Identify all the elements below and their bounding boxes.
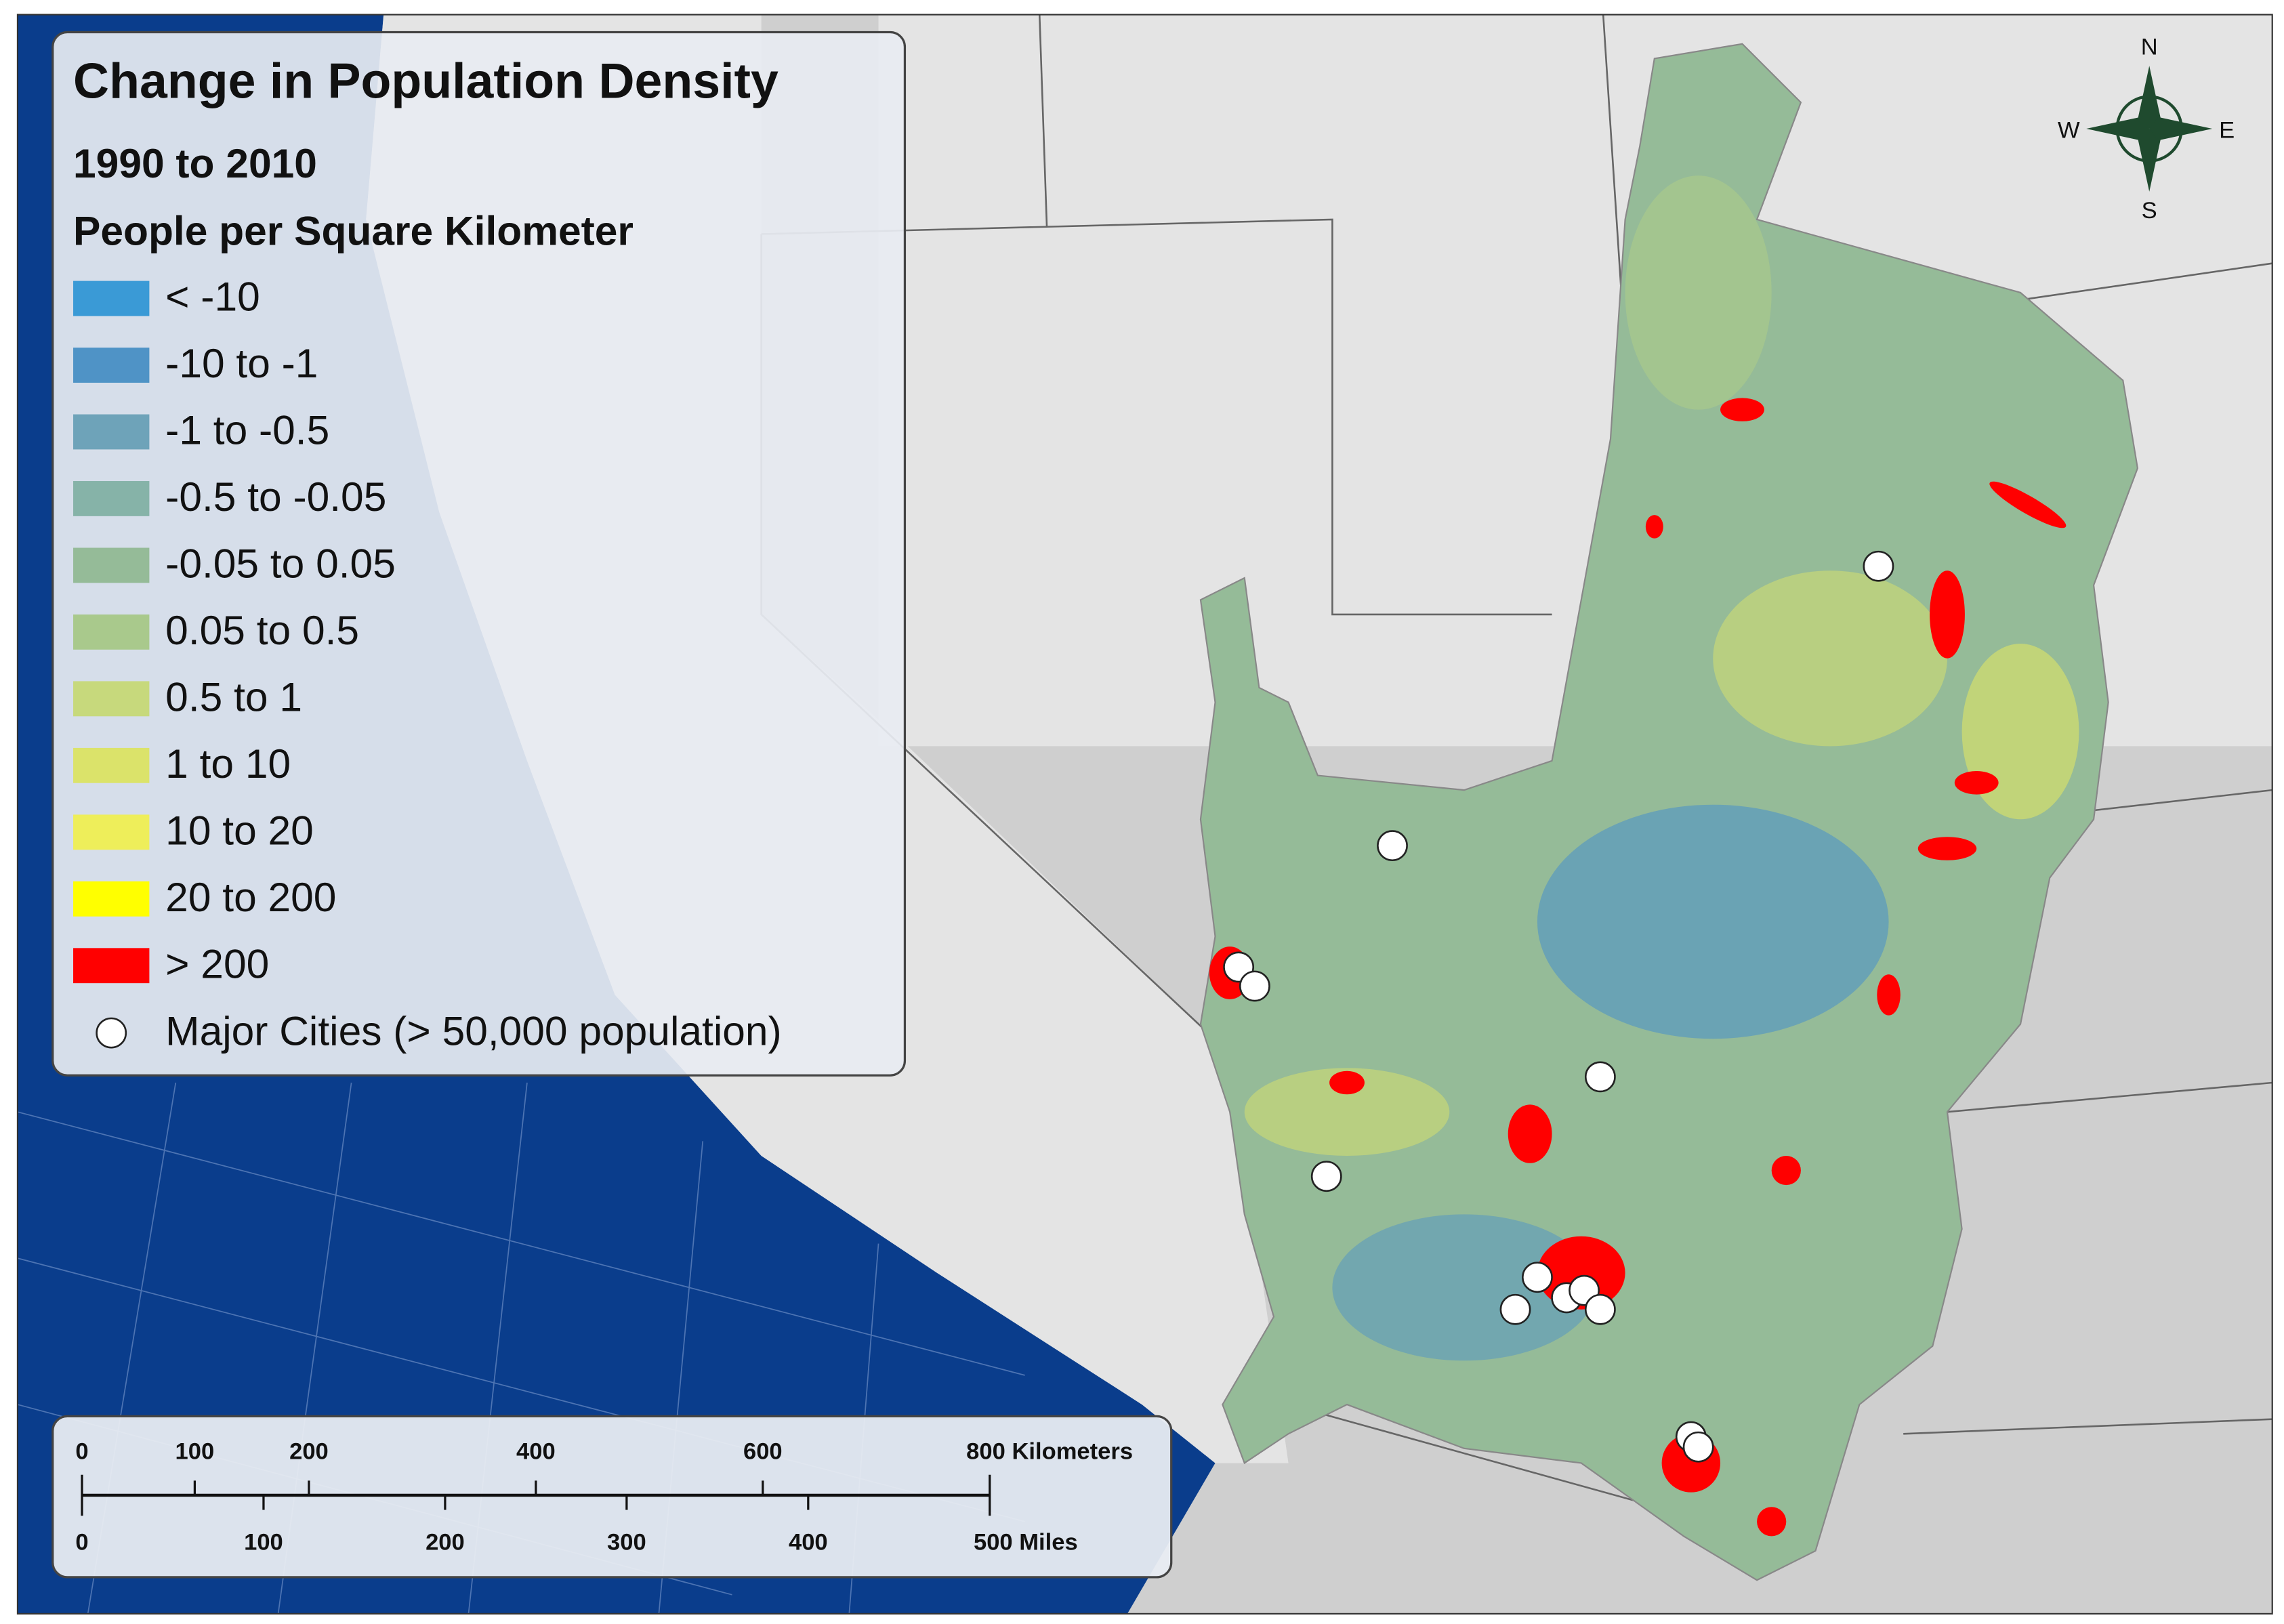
- scale-bar: 0 100 200 400 600 800 Kilometers 0 100 2…: [51, 1415, 1173, 1579]
- legend-swatch: [73, 814, 150, 850]
- km-label: 400: [516, 1438, 556, 1464]
- mile-labels: 0 100 200 300 400 500 Miles: [75, 1529, 1077, 1555]
- map-frame: [16, 14, 2273, 1615]
- legend: Change in Population Density 1990 to 201…: [51, 30, 907, 1077]
- legend-title: Change in Population Density: [73, 54, 778, 109]
- legend-swatch: [73, 481, 150, 516]
- legend-label: 0.05 to 0.5: [165, 607, 359, 653]
- legend-swatch: [73, 681, 150, 717]
- legend-swatch: [73, 414, 150, 450]
- legend-label: -0.05 to 0.05: [165, 541, 396, 587]
- legend-label: 10 to 20: [165, 807, 314, 853]
- mile-label: 500 Miles: [974, 1529, 1078, 1555]
- km-label: 100: [175, 1438, 215, 1464]
- legend-swatch: [73, 948, 150, 984]
- legend-swatch: [73, 881, 150, 917]
- legend-cities: Major Cities (> 50,000 population): [165, 1008, 782, 1054]
- km-labels: 0 100 200 400 600 800 Kilometers: [75, 1438, 1133, 1464]
- legend-label: > 200: [165, 940, 269, 986]
- legend-box: [51, 30, 907, 1077]
- legend-swatch: [73, 348, 150, 383]
- city-symbol: [96, 1017, 127, 1049]
- legend-unit: People per Square Kilometer: [73, 207, 634, 253]
- legend-swatch: [73, 280, 150, 316]
- legend-label: 20 to 200: [165, 874, 336, 920]
- km-label: 0: [75, 1438, 88, 1464]
- legend-label: < -10: [165, 274, 260, 320]
- mile-label: 100: [244, 1529, 283, 1555]
- mile-label: 400: [789, 1529, 828, 1555]
- km-label: 600: [743, 1438, 783, 1464]
- legend-label: -10 to -1: [165, 340, 318, 386]
- scale-ticks: [81, 1474, 991, 1516]
- compass: N S E W: [2058, 34, 2235, 224]
- legend-label: -1 to -0.5: [165, 407, 329, 453]
- km-label: 200: [289, 1438, 329, 1464]
- compass-s: S: [2142, 198, 2157, 224]
- legend-swatch: [73, 614, 150, 650]
- compass-n: N: [2141, 34, 2158, 60]
- city-markers: [1223, 550, 1894, 1463]
- compass-e: E: [2219, 117, 2235, 143]
- legend-swatch: [73, 547, 150, 583]
- legend-swatch: [73, 747, 150, 783]
- legend-label: 1 to 10: [165, 741, 291, 787]
- km-label: 800 Kilometers: [966, 1438, 1133, 1464]
- basin-texture: [1244, 175, 2079, 1361]
- mile-label: 200: [425, 1529, 465, 1555]
- legend-label: 0.5 to 1: [165, 673, 302, 720]
- legend-label: -0.5 to -0.05: [165, 474, 386, 520]
- mile-label: 300: [607, 1529, 646, 1555]
- mile-label: 0: [75, 1529, 88, 1555]
- legend-subtitle: 1990 to 2010: [73, 140, 317, 186]
- compass-w: W: [2058, 117, 2080, 143]
